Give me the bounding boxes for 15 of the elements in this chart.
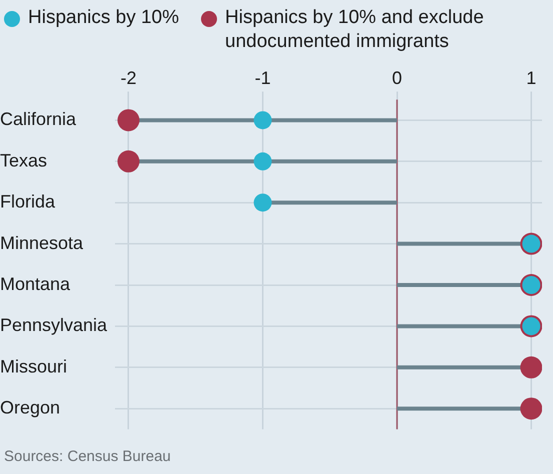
y-tick-label: Florida: [0, 192, 56, 212]
source-note: Sources: Census Bureau: [3, 447, 172, 465]
y-tick-label: Minnesota: [0, 232, 84, 253]
y-tick-label: Montana: [0, 274, 72, 294]
x-tick-label: 0: [392, 68, 402, 88]
x-tick-label: -1: [254, 68, 271, 88]
legend-label: Hispanics by 10% and exclude undocumented immigrants: [225, 6, 485, 54]
x-tick-label: 1: [526, 68, 536, 88]
y-tick-label: Oregon: [0, 398, 60, 418]
legend-label: Hispanics by 10%: [28, 6, 180, 30]
y-tick-label: California: [0, 109, 78, 130]
y-tick-label: Pennsylvania: [0, 315, 108, 336]
x-tick-label: -2: [120, 68, 136, 88]
y-tick-label: Texas: [0, 150, 48, 170]
y-tick-label: Missouri: [0, 356, 68, 376]
